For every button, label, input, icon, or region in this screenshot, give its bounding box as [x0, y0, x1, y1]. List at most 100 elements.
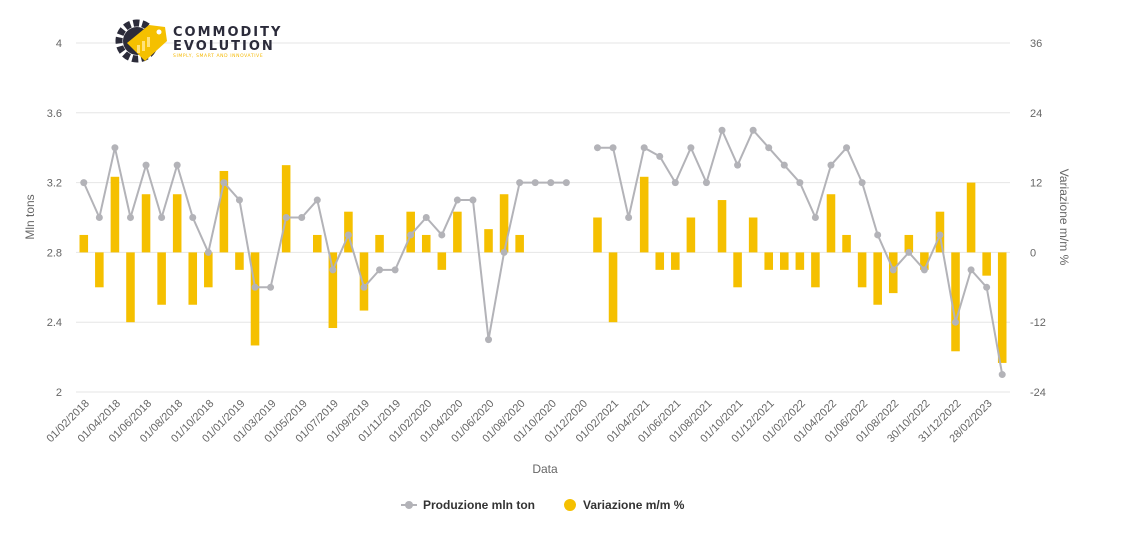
line-point[interactable] — [251, 283, 259, 291]
line-point[interactable] — [173, 161, 181, 169]
line-point[interactable] — [562, 179, 570, 187]
bar[interactable] — [764, 252, 773, 270]
line-point[interactable] — [360, 283, 368, 291]
bar[interactable] — [811, 252, 820, 288]
line-point[interactable] — [142, 161, 150, 169]
bar[interactable] — [79, 234, 89, 253]
line-point[interactable] — [827, 161, 835, 169]
bar[interactable] — [437, 252, 447, 270]
line-point[interactable] — [469, 196, 477, 204]
line-point[interactable] — [485, 336, 493, 344]
line-point[interactable] — [376, 266, 384, 274]
line-point[interactable] — [282, 214, 290, 221]
line-point[interactable] — [936, 231, 944, 239]
bar[interactable] — [375, 234, 384, 253]
bar[interactable] — [920, 252, 929, 270]
line-point[interactable] — [998, 371, 1006, 379]
line-point[interactable] — [126, 214, 134, 221]
line-point[interactable] — [858, 179, 866, 187]
line-point[interactable] — [329, 266, 337, 274]
bar[interactable] — [717, 200, 727, 253]
bar[interactable] — [966, 182, 976, 253]
line-point[interactable] — [407, 231, 415, 239]
line-point[interactable] — [625, 214, 633, 221]
line-point[interactable] — [671, 179, 679, 187]
line-point[interactable] — [765, 144, 773, 152]
line-point[interactable] — [453, 196, 461, 204]
line-point[interactable] — [687, 144, 695, 152]
bar[interactable] — [172, 194, 182, 253]
bar[interactable] — [453, 211, 462, 253]
line-point[interactable] — [111, 144, 119, 152]
bar[interactable] — [873, 252, 882, 305]
bar[interactable] — [655, 252, 665, 270]
line-point[interactable] — [905, 248, 913, 256]
bar[interactable] — [126, 252, 135, 323]
line-point[interactable] — [547, 179, 555, 187]
line-point[interactable] — [220, 179, 228, 187]
bar[interactable] — [780, 252, 789, 270]
line-point[interactable] — [796, 179, 804, 187]
bar[interactable] — [110, 176, 120, 253]
line-point[interactable] — [702, 179, 710, 187]
bar[interactable] — [686, 217, 696, 253]
bar[interactable] — [857, 252, 867, 288]
bar[interactable] — [219, 170, 229, 253]
bar[interactable] — [671, 252, 680, 270]
line-point[interactable] — [983, 283, 991, 291]
line-point[interactable] — [500, 248, 508, 256]
bar[interactable] — [593, 217, 602, 253]
bar[interactable] — [904, 234, 914, 253]
bar[interactable] — [639, 176, 649, 253]
bar[interactable] — [982, 252, 991, 276]
bar[interactable] — [826, 194, 836, 253]
line-point[interactable] — [298, 214, 306, 221]
line-point[interactable] — [718, 126, 726, 134]
line-point[interactable] — [889, 266, 897, 274]
bar[interactable] — [188, 252, 198, 305]
bar[interactable] — [499, 194, 509, 253]
bar[interactable] — [235, 252, 244, 270]
line-point[interactable] — [609, 144, 617, 152]
line-point[interactable] — [811, 214, 819, 221]
bar[interactable] — [733, 252, 742, 288]
bar[interactable] — [204, 252, 213, 288]
bar[interactable] — [748, 217, 758, 253]
bar[interactable] — [608, 252, 618, 323]
line-point[interactable] — [95, 214, 103, 221]
line-point[interactable] — [531, 179, 539, 187]
line-point[interactable] — [749, 126, 757, 134]
bar[interactable] — [484, 229, 493, 253]
bar[interactable] — [328, 252, 338, 329]
line-point[interactable] — [874, 231, 882, 239]
line-point[interactable] — [734, 161, 742, 169]
line-point[interactable] — [80, 179, 88, 187]
line-point[interactable] — [593, 144, 601, 152]
line-point[interactable] — [656, 152, 664, 160]
bar[interactable] — [421, 234, 431, 253]
line-point[interactable] — [967, 266, 975, 274]
bar[interactable] — [141, 194, 151, 253]
bar[interactable] — [951, 252, 960, 352]
line-point[interactable] — [189, 214, 197, 221]
line-point[interactable] — [920, 266, 928, 274]
line-point[interactable] — [313, 196, 321, 204]
line-point[interactable] — [267, 283, 275, 291]
line-point[interactable] — [640, 144, 648, 152]
line-point[interactable] — [235, 196, 243, 204]
line-point[interactable] — [204, 248, 212, 256]
line-point[interactable] — [780, 161, 788, 169]
bar[interactable] — [795, 252, 805, 270]
line-point[interactable] — [843, 144, 851, 152]
bar[interactable] — [515, 234, 524, 253]
line-point[interactable] — [438, 231, 446, 239]
line-point[interactable] — [422, 214, 430, 221]
bar[interactable] — [250, 252, 260, 346]
line-point[interactable] — [952, 318, 960, 326]
line-point[interactable] — [516, 179, 524, 187]
line-point[interactable] — [158, 214, 166, 221]
bar[interactable] — [157, 252, 166, 305]
legend-item-line[interactable]: Produzione mln ton — [401, 498, 535, 512]
line-point[interactable] — [391, 266, 399, 274]
bar[interactable] — [997, 252, 1007, 363]
